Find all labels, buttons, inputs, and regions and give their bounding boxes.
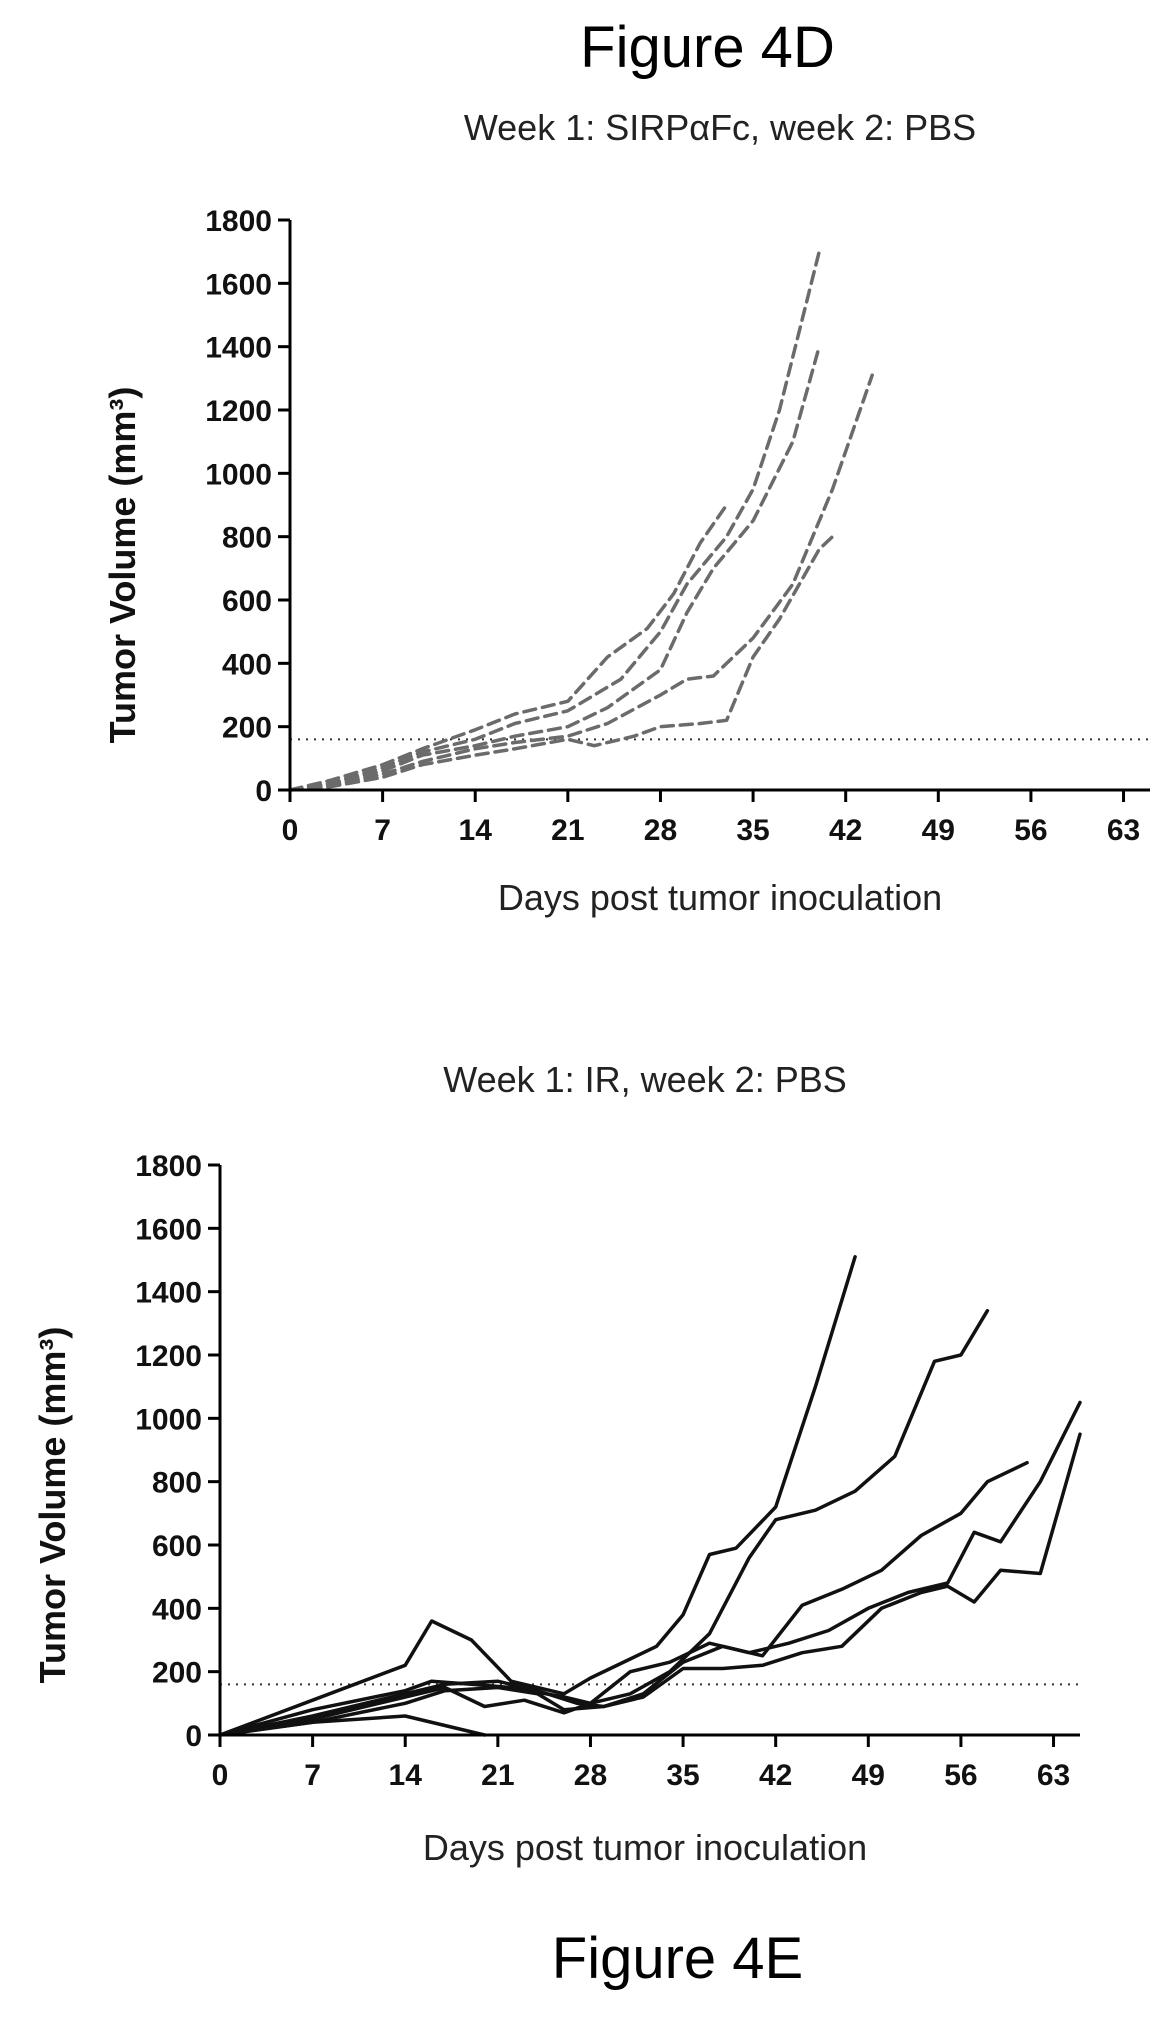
x-tick-label: 21	[551, 814, 584, 847]
y-tick-label: 0	[185, 1720, 202, 1753]
chart-figure-4d: Week 1: SIRPαFc, week 2: PBS 0 200 400 600 8…	[102, 107, 1150, 918]
y-tick-label: 1000	[135, 1403, 202, 1436]
y-tick-label: 1600	[135, 1213, 202, 1246]
series-line-6	[218, 1714, 487, 1737]
y-axis-label: Tumor Volume (mm³)	[32, 1327, 73, 1684]
x-tick-label: 0	[282, 814, 299, 847]
series-line-2	[288, 503, 729, 792]
series-line-1	[218, 1255, 857, 1737]
figure-label-top: Figure 4D	[580, 15, 835, 80]
x-tick-label: 28	[574, 1759, 607, 1792]
x-tick-label: 7	[374, 814, 391, 847]
x-tick-label: 35	[666, 1759, 699, 1792]
x-tick-label: 42	[829, 814, 862, 847]
x-tick-label: 56	[944, 1759, 977, 1792]
x-tick-label: 63	[1107, 814, 1140, 847]
figure-label-bottom: Figure 4E	[551, 1926, 804, 1991]
x-axis-label: Days post tumor inoculation	[423, 1827, 867, 1868]
series-line-1	[288, 249, 821, 792]
y-tick-label: 1400	[135, 1277, 202, 1310]
chart-figure-4e: Week 1: IR, week 2: PBS 0 200 400 600 800 100…	[32, 1059, 1082, 1868]
y-tick-label: 1000	[205, 458, 272, 491]
y-tick-label: 0	[255, 775, 272, 808]
y-tick-label: 1600	[205, 268, 272, 301]
series-line-4	[288, 373, 874, 792]
y-tick-label: 200	[222, 712, 272, 745]
y-tick-label: 1200	[135, 1340, 202, 1373]
y-tick-label: 400	[152, 1593, 202, 1626]
chart-title: Week 1: IR, week 2: PBS	[443, 1059, 847, 1100]
series-line-4	[218, 1400, 1082, 1737]
series-line-3	[288, 344, 821, 792]
x-tick-label: 49	[922, 814, 955, 847]
y-tick-label: 400	[222, 648, 272, 681]
x-tick-label: 0	[212, 1759, 229, 1792]
x-tick-label: 28	[644, 814, 677, 847]
y-tick-label: 1800	[205, 205, 272, 238]
x-tick-label: 63	[1037, 1759, 1070, 1792]
series-line-5	[218, 1432, 1082, 1737]
series-line-5	[288, 534, 835, 792]
x-tick-label: 35	[736, 814, 769, 847]
y-tick-label: 800	[222, 522, 272, 555]
y-tick-label: 800	[152, 1467, 202, 1500]
y-tick-label: 200	[152, 1657, 202, 1690]
x-tick-label: 14	[389, 1759, 423, 1792]
plot-area: 0 200 400 600 800 1000 1200 1400 1600 1800 0 7 14 21 2…	[135, 1150, 1082, 1792]
x-tick-label: 42	[759, 1759, 792, 1792]
y-tick-label: 1200	[205, 395, 272, 428]
plot-area: 0 200 400 600 800 1000 1200 1400 1600 1800 0 7 14 21 2…	[205, 205, 1150, 847]
x-tick-label: 49	[852, 1759, 885, 1792]
series-line-3	[218, 1460, 1029, 1737]
y-axis-label: Tumor Volume (mm³)	[102, 387, 143, 744]
x-tick-label: 56	[1014, 814, 1047, 847]
y-tick-label: 1800	[135, 1150, 202, 1183]
y-tick-label: 1400	[205, 332, 272, 365]
y-tick-label: 600	[152, 1530, 202, 1563]
x-tick-label: 7	[304, 1759, 321, 1792]
y-tick-label: 600	[222, 585, 272, 618]
x-tick-label: 14	[459, 814, 493, 847]
chart-title: Week 1: SIRPαFc, week 2: PBS	[464, 107, 976, 148]
x-tick-label: 21	[481, 1759, 514, 1792]
x-axis-label: Days post tumor inoculation	[498, 877, 942, 918]
